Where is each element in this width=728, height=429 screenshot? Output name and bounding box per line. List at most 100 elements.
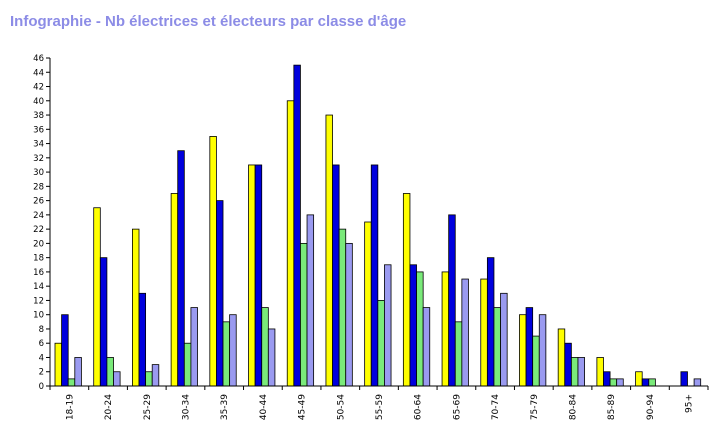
bar	[254, 164, 263, 387]
bar	[680, 371, 688, 387]
x-tick-label: 80-84	[569, 394, 579, 420]
bar	[261, 307, 269, 387]
bar	[61, 314, 69, 387]
y-tick-label: 6	[39, 339, 44, 349]
bar	[54, 342, 62, 387]
bar	[454, 321, 463, 387]
bar	[564, 342, 572, 387]
bar	[532, 335, 540, 387]
y-tick-label: 26	[33, 197, 44, 207]
bar	[641, 378, 650, 387]
y-tick-label: 16	[33, 268, 44, 278]
x-tick-label: 70-74	[491, 394, 501, 420]
y-tick-label: 34	[33, 140, 44, 150]
bar	[538, 314, 547, 387]
bar	[345, 242, 353, 387]
bar	[402, 193, 411, 387]
y-tick-label: 18	[33, 254, 44, 264]
bar	[138, 292, 147, 387]
bar	[190, 307, 198, 387]
bar	[519, 314, 527, 387]
bar	[409, 264, 417, 387]
y-tick-label: 8	[39, 325, 44, 335]
bars-layer	[54, 64, 702, 387]
bar	[248, 164, 256, 387]
x-tick-label: 25-29	[143, 394, 153, 420]
axes-layer	[49, 58, 708, 387]
bar	[635, 371, 643, 387]
bar	[306, 214, 315, 387]
y-tick-label: 2	[39, 368, 44, 378]
bar	[183, 342, 192, 387]
bar	[170, 193, 179, 387]
bar	[384, 264, 392, 387]
x-tick-label: 40-44	[259, 394, 269, 420]
bar	[596, 357, 604, 387]
bar	[216, 200, 224, 387]
x-tick-label: 60-64	[414, 394, 424, 420]
bar	[370, 164, 379, 387]
bar	[145, 371, 153, 387]
x-tick-label: 30-34	[181, 394, 191, 420]
bar	[229, 314, 237, 387]
bar	[416, 271, 424, 387]
bar	[106, 357, 114, 387]
bar	[570, 357, 579, 387]
bar	[300, 242, 308, 387]
bar	[325, 114, 333, 387]
bar	[113, 371, 121, 387]
y-tick-label: 32	[33, 154, 44, 164]
bar	[525, 307, 534, 387]
y-tick-label: 0	[39, 382, 44, 392]
y-tick-label: 24	[33, 211, 44, 221]
y-tick-label: 22	[33, 225, 44, 235]
y-tick-label: 38	[33, 111, 44, 121]
bar	[461, 278, 469, 387]
bar	[293, 64, 301, 387]
x-tick-label: 95+	[685, 394, 695, 413]
bar	[577, 357, 585, 387]
bar	[222, 321, 231, 387]
bar	[338, 228, 347, 387]
x-tick-label: 50-54	[336, 394, 346, 420]
y-tick-label: 10	[33, 311, 44, 321]
bar	[377, 300, 385, 387]
bar	[486, 257, 495, 387]
bar	[448, 214, 456, 387]
bar	[480, 278, 488, 387]
y-tick-label: 40	[33, 97, 44, 107]
x-tick-label: 85-89	[607, 394, 617, 420]
chart-title: Infographie - Nb électrices et électeurs…	[10, 13, 407, 30]
bar	[93, 207, 101, 387]
x-tick-label: 35-39	[220, 394, 230, 420]
bar	[603, 371, 611, 387]
bar	[177, 150, 185, 387]
y-tick-label: 4	[39, 353, 44, 363]
y-tick-label: 12	[33, 296, 44, 306]
y-tick-label: 28	[33, 182, 44, 192]
x-ticks: 18-19 20-24 25-29 30-34 35-39 40-44 45-49 50-54…	[49, 386, 709, 420]
y-tick-label: 14	[33, 282, 44, 292]
x-tick-label: 75-79	[530, 394, 540, 420]
x-tick-label: 18-19	[65, 394, 75, 420]
bar	[422, 307, 431, 387]
y-tick-label: 36	[33, 125, 44, 135]
bar	[74, 357, 82, 387]
x-tick-label: 20-24	[104, 394, 114, 420]
bar	[67, 378, 76, 387]
bar	[151, 364, 160, 387]
y-tick-label: 20	[33, 239, 44, 249]
bar	[209, 136, 217, 387]
bar	[609, 378, 618, 387]
bar	[500, 292, 508, 387]
bar	[616, 378, 624, 387]
bar	[332, 164, 340, 387]
bar	[693, 378, 702, 387]
bar	[267, 328, 276, 387]
bar	[364, 221, 372, 387]
y-tick-label: 42	[33, 83, 44, 93]
y-tick-label: 44	[33, 68, 44, 78]
y-tick-label: 46	[33, 54, 44, 64]
bar	[648, 378, 656, 387]
